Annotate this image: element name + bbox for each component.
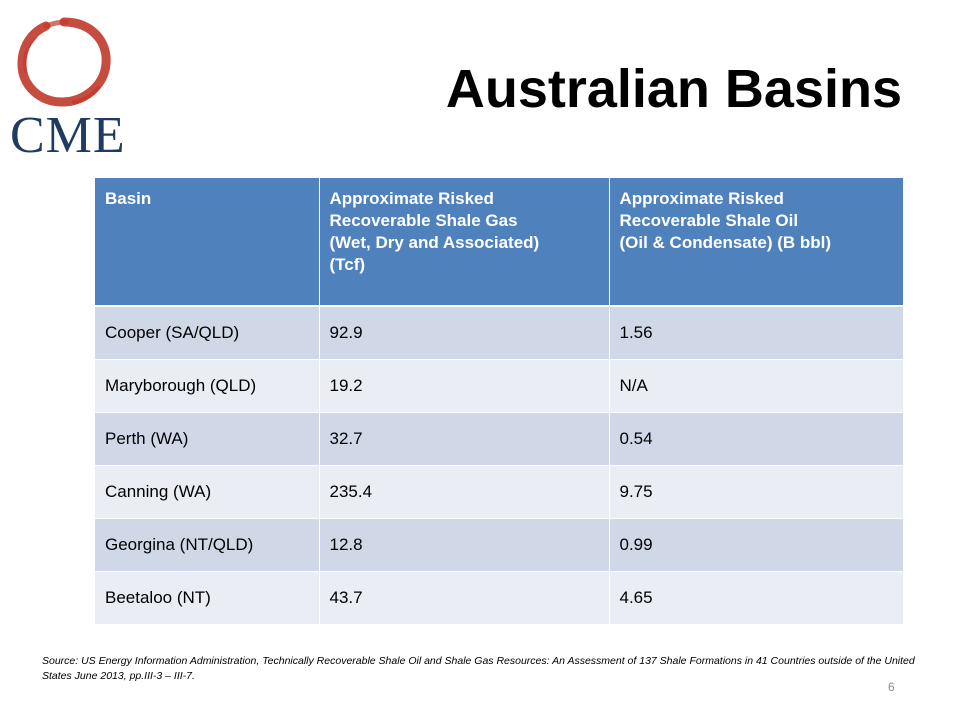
header-line: Recoverable Shale Oil <box>619 211 799 230</box>
cell-basin: Beetaloo (NT) <box>95 571 319 625</box>
header-line: Approximate Risked <box>329 189 494 208</box>
page-number: 6 <box>888 680 895 694</box>
table-row: Canning (WA) 235.4 9.75 <box>95 465 903 519</box>
cell-gas: 19.2 <box>318 359 609 413</box>
table-header-row: Basin Approximate Risked Recoverable Sha… <box>95 178 903 307</box>
header-line: (Wet, Dry and Associated) <box>329 233 540 252</box>
cell-gas: 43.7 <box>318 571 609 625</box>
cell-oil: 0.99 <box>608 518 903 572</box>
header-line: Recoverable Shale Gas <box>329 211 518 230</box>
table-row: Maryborough (QLD) 19.2 N/A <box>95 359 903 413</box>
source-footnote: Source: US Energy Information Administra… <box>42 655 915 682</box>
header-line: Basin <box>105 189 152 208</box>
cell-basin: Canning (WA) <box>95 465 319 519</box>
cell-basin: Maryborough (QLD) <box>95 359 319 413</box>
cell-oil: 4.65 <box>608 571 903 625</box>
cell-gas: 235.4 <box>318 465 609 519</box>
cell-basin: Cooper (SA/QLD) <box>95 306 319 360</box>
table-row: Cooper (SA/QLD) 92.9 1.56 <box>95 306 903 360</box>
cell-basin: Georgina (NT/QLD) <box>95 518 319 572</box>
logo-wordmark: CME <box>10 107 126 164</box>
cell-gas: 32.7 <box>318 412 609 466</box>
logo-ring-icon <box>17 17 111 107</box>
table-row: Beetaloo (NT) 43.7 4.65 <box>95 571 903 625</box>
page-title: Australian Basins <box>445 59 902 119</box>
header-line: Approximate Risked <box>619 189 784 208</box>
header-shale-oil: Approximate Risked Recoverable Shale Oil… <box>608 178 903 307</box>
table-row: Georgina (NT/QLD) 12.8 0.99 <box>95 518 903 572</box>
header-basin: Basin <box>95 178 319 307</box>
table-row: Perth (WA) 32.7 0.54 <box>95 412 903 466</box>
cell-oil: 1.56 <box>608 306 903 360</box>
header-line: (Tcf) <box>329 255 366 274</box>
header-line: (Oil & Condensate) (B bbl) <box>619 233 832 252</box>
cell-oil: 9.75 <box>608 465 903 519</box>
header-shale-gas: Approximate Risked Recoverable Shale Gas… <box>318 178 609 307</box>
cell-gas: 12.8 <box>318 518 609 572</box>
cell-oil: 0.54 <box>608 412 903 466</box>
cell-oil: N/A <box>608 359 903 413</box>
cell-gas: 92.9 <box>318 306 609 360</box>
cell-basin: Perth (WA) <box>95 412 319 466</box>
basins-table: Basin Approximate Risked Recoverable Sha… <box>95 178 903 625</box>
cme-logo: CME <box>6 14 132 164</box>
